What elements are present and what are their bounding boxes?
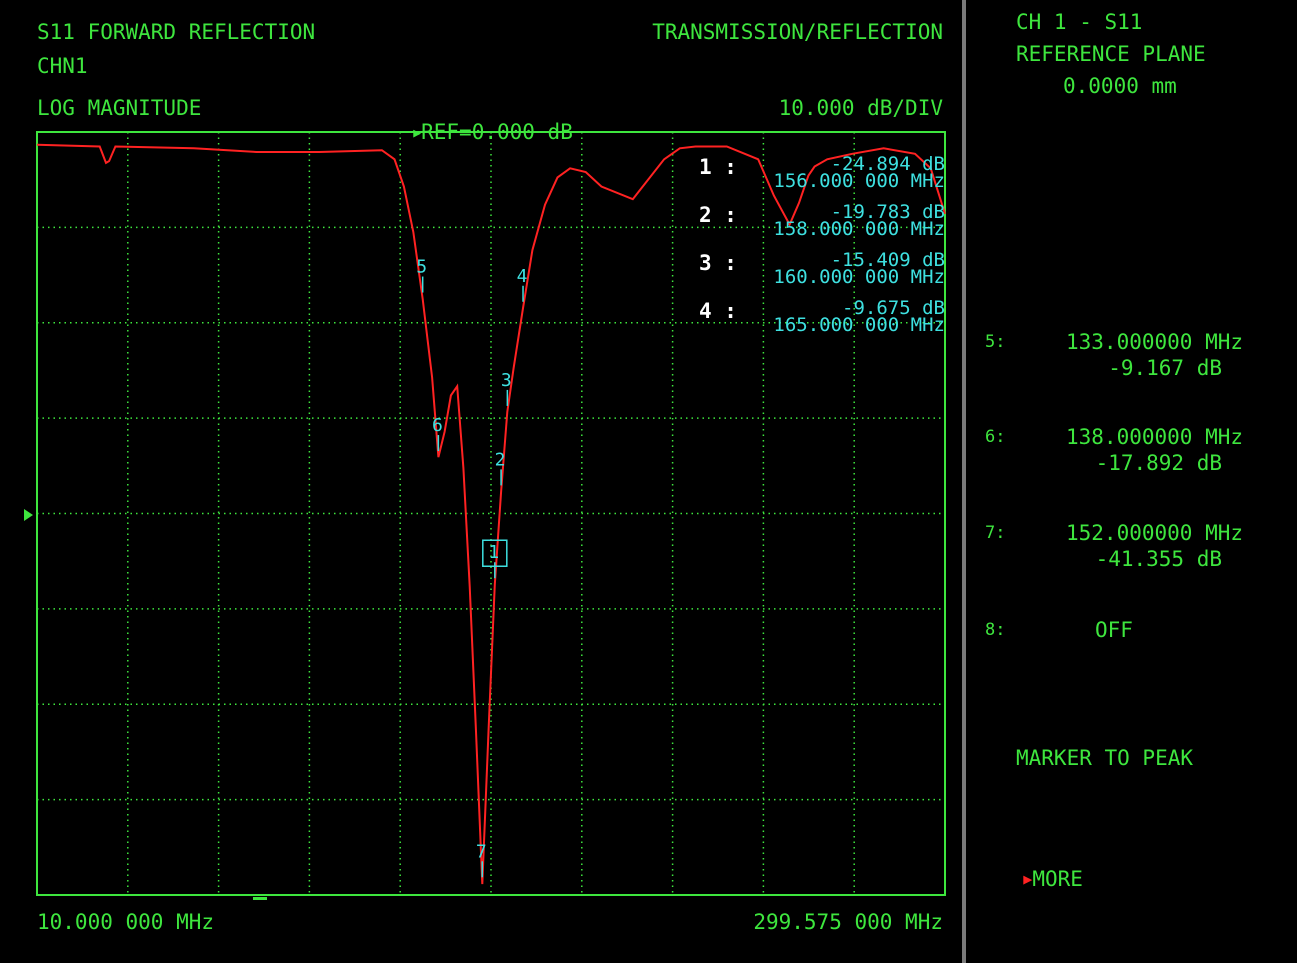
stop-frequency: 299.575 000 MHz bbox=[753, 910, 943, 934]
sweep-position-indicator bbox=[253, 897, 267, 900]
readout-frequency: 160.000 000 MHz bbox=[773, 266, 945, 288]
more-label: MORE bbox=[1032, 867, 1083, 891]
readout-value: -9.675 dB bbox=[842, 297, 945, 319]
ref-plane-label: REFERENCE PLANE bbox=[1016, 42, 1206, 66]
marker-readout-table: 1 : -24.894 dB 156.000 000 MHz 2 : -19.783 d… bbox=[695, 155, 945, 347]
format-label: LOG MAGNITUDE bbox=[37, 96, 202, 120]
panel-divider bbox=[962, 0, 966, 963]
marker-label: 5 bbox=[416, 257, 427, 278]
marker-label: 1 bbox=[488, 542, 499, 563]
trace-marker-7: 7 bbox=[476, 841, 487, 878]
readout-marker-number: 1 : bbox=[699, 155, 737, 179]
readout-marker-number: 2 : bbox=[699, 203, 737, 227]
marker-label: 3 bbox=[501, 370, 512, 391]
plot-border bbox=[36, 131, 946, 896]
active-marker-box bbox=[482, 539, 508, 567]
marker-label: 2 bbox=[495, 449, 506, 470]
side-marker-index: 5: bbox=[985, 332, 1006, 352]
side-marker-frequency[interactable]: 138.000000 MHz bbox=[1066, 425, 1244, 449]
ref-position-arrow-icon bbox=[24, 509, 33, 521]
scale-label: 10.000 dB/DIV bbox=[778, 96, 943, 120]
start-frequency: 10.000 000 MHz bbox=[37, 910, 215, 934]
trace-marker-5: 5 bbox=[416, 257, 427, 293]
readout-value: -24.894 dB bbox=[830, 153, 945, 175]
s11-trace bbox=[36, 143, 946, 885]
trace-marker-2: 2 bbox=[495, 449, 506, 486]
marker-label: 4 bbox=[517, 266, 528, 287]
side-marker-value: -17.892 dB bbox=[1095, 451, 1222, 475]
channel-label: CHN1 bbox=[37, 54, 88, 78]
readout-row: 4 : -9.675 dB 165.000 000 MHz bbox=[695, 299, 945, 347]
readout-row: 1 : -24.894 dB 156.000 000 MHz bbox=[695, 155, 945, 203]
s11-plot: 1 2 3 4 5 6 7 bbox=[24, 131, 946, 900]
trace-marker-6: 6 bbox=[432, 415, 443, 452]
marker-to-peak-button[interactable]: MARKER TO PEAK bbox=[1016, 746, 1194, 770]
readout-value: -19.783 dB bbox=[830, 201, 945, 223]
readout-row: 3 : -15.409 dB 160.000 000 MHz bbox=[695, 251, 945, 299]
readout-frequency: 165.000 000 MHz bbox=[773, 314, 945, 336]
readout-row: 2 : -19.783 dB 158.000 000 MHz bbox=[695, 203, 945, 251]
marker-label: 7 bbox=[476, 841, 487, 862]
trace-marker-4: 4 bbox=[517, 266, 528, 302]
marker-label: 6 bbox=[432, 415, 443, 436]
ref-arrow-icon: ▶ bbox=[413, 126, 422, 141]
readout-marker-number: 3 : bbox=[699, 251, 737, 275]
readout-marker-number: 4 : bbox=[699, 299, 737, 323]
readout-frequency: 158.000 000 MHz bbox=[773, 218, 945, 240]
trace-marker-3: 3 bbox=[501, 370, 512, 406]
side-marker-index: 8: bbox=[985, 620, 1006, 640]
side-marker-frequency[interactable]: 133.000000 MHz bbox=[1066, 330, 1244, 354]
measurement-mode: TRANSMISSION/REFLECTION bbox=[652, 20, 943, 44]
side-marker-frequency[interactable]: 152.000000 MHz bbox=[1066, 521, 1244, 545]
side-marker-index: 6: bbox=[985, 427, 1006, 447]
side-marker-frequency[interactable]: OFF bbox=[1095, 618, 1133, 642]
plot-grid bbox=[37, 132, 945, 895]
trace-marker-1: 1 bbox=[482, 539, 508, 579]
side-marker-value: -41.355 dB bbox=[1095, 547, 1222, 571]
measurement-title: S11 FORWARD REFLECTION bbox=[37, 20, 316, 44]
side-marker-index: 7: bbox=[985, 523, 1006, 543]
readout-value: -15.409 dB bbox=[830, 249, 945, 271]
readout-frequency: 156.000 000 MHz bbox=[773, 170, 945, 192]
ref-plane-value: 0.0000 mm bbox=[1063, 74, 1177, 98]
side-marker-value: -9.167 dB bbox=[1108, 356, 1222, 380]
more-button[interactable]: ▶MORE bbox=[998, 843, 1083, 891]
more-arrow-icon: ▶ bbox=[1023, 870, 1033, 888]
channel-param: CH 1 - S11 bbox=[1016, 10, 1143, 34]
